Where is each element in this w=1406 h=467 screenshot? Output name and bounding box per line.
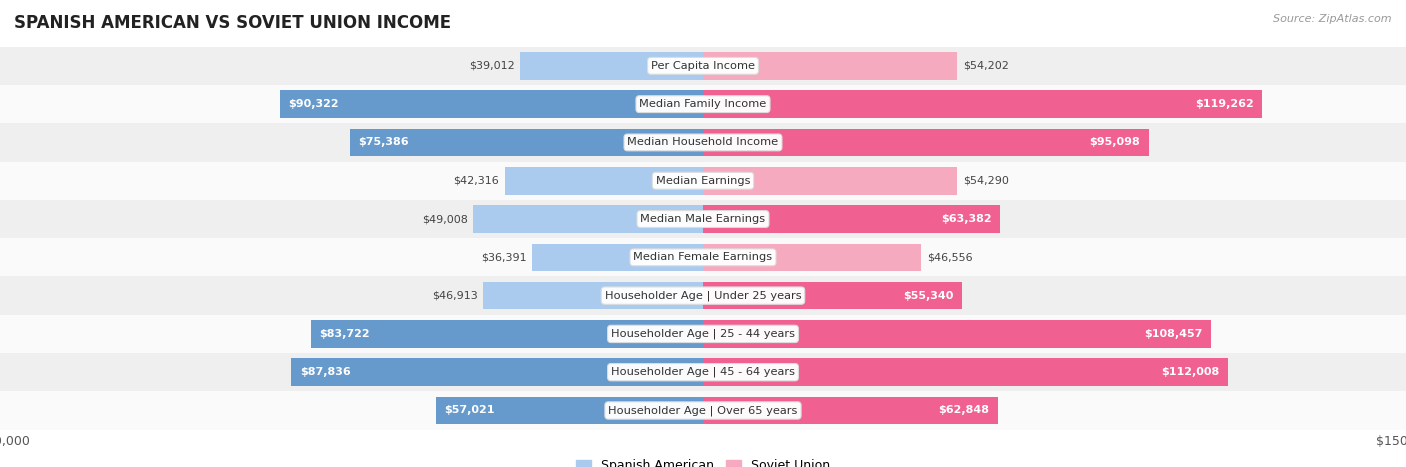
Bar xyxy=(0,85,1406,123)
Bar xyxy=(0,315,1406,353)
Bar xyxy=(474,205,703,233)
Text: $36,391: $36,391 xyxy=(481,252,527,262)
Bar xyxy=(280,90,703,118)
Bar xyxy=(0,162,1406,200)
Bar xyxy=(291,358,703,386)
Bar xyxy=(0,276,1406,315)
Text: $42,316: $42,316 xyxy=(453,176,499,186)
Bar xyxy=(703,396,997,425)
Text: SPANISH AMERICAN VS SOVIET UNION INCOME: SPANISH AMERICAN VS SOVIET UNION INCOME xyxy=(14,14,451,32)
Text: $62,848: $62,848 xyxy=(938,405,988,416)
Bar xyxy=(436,396,703,425)
Bar xyxy=(703,52,957,80)
Text: Source: ZipAtlas.com: Source: ZipAtlas.com xyxy=(1274,14,1392,24)
Bar xyxy=(703,205,1000,233)
Text: $95,098: $95,098 xyxy=(1090,137,1140,148)
Text: $54,202: $54,202 xyxy=(963,61,1008,71)
Bar xyxy=(0,200,1406,238)
Text: $119,262: $119,262 xyxy=(1195,99,1254,109)
Text: $75,386: $75,386 xyxy=(359,137,409,148)
Text: $55,340: $55,340 xyxy=(904,290,953,301)
Bar xyxy=(533,243,703,271)
Text: $83,722: $83,722 xyxy=(319,329,370,339)
Text: Median Female Earnings: Median Female Earnings xyxy=(634,252,772,262)
Bar xyxy=(0,238,1406,276)
Text: $108,457: $108,457 xyxy=(1144,329,1204,339)
Text: $87,836: $87,836 xyxy=(299,367,350,377)
Text: Householder Age | 45 - 64 years: Householder Age | 45 - 64 years xyxy=(612,367,794,377)
Bar xyxy=(0,123,1406,162)
Text: Median Family Income: Median Family Income xyxy=(640,99,766,109)
Text: $39,012: $39,012 xyxy=(468,61,515,71)
Bar xyxy=(703,358,1227,386)
Text: $46,556: $46,556 xyxy=(927,252,973,262)
Bar xyxy=(311,320,703,348)
Text: Median Male Earnings: Median Male Earnings xyxy=(641,214,765,224)
Text: $57,021: $57,021 xyxy=(444,405,495,416)
Text: Householder Age | Over 65 years: Householder Age | Over 65 years xyxy=(609,405,797,416)
Text: $49,008: $49,008 xyxy=(422,214,468,224)
Text: $46,913: $46,913 xyxy=(432,290,478,301)
Bar xyxy=(484,282,703,310)
Text: Median Earnings: Median Earnings xyxy=(655,176,751,186)
Bar xyxy=(703,128,1149,156)
Legend: Spanish American, Soviet Union: Spanish American, Soviet Union xyxy=(571,454,835,467)
Bar xyxy=(703,90,1263,118)
Text: Median Household Income: Median Household Income xyxy=(627,137,779,148)
Text: $54,290: $54,290 xyxy=(963,176,1010,186)
Text: $90,322: $90,322 xyxy=(288,99,339,109)
Bar xyxy=(703,167,957,195)
Text: Per Capita Income: Per Capita Income xyxy=(651,61,755,71)
Bar xyxy=(703,282,962,310)
Text: $112,008: $112,008 xyxy=(1161,367,1219,377)
Bar xyxy=(0,353,1406,391)
Bar xyxy=(505,167,703,195)
Text: Householder Age | 25 - 44 years: Householder Age | 25 - 44 years xyxy=(612,329,794,339)
Bar xyxy=(350,128,703,156)
Text: Householder Age | Under 25 years: Householder Age | Under 25 years xyxy=(605,290,801,301)
Bar xyxy=(703,320,1212,348)
Bar xyxy=(520,52,703,80)
Bar xyxy=(0,47,1406,85)
Bar xyxy=(0,391,1406,430)
Bar xyxy=(703,243,921,271)
Text: $63,382: $63,382 xyxy=(941,214,991,224)
